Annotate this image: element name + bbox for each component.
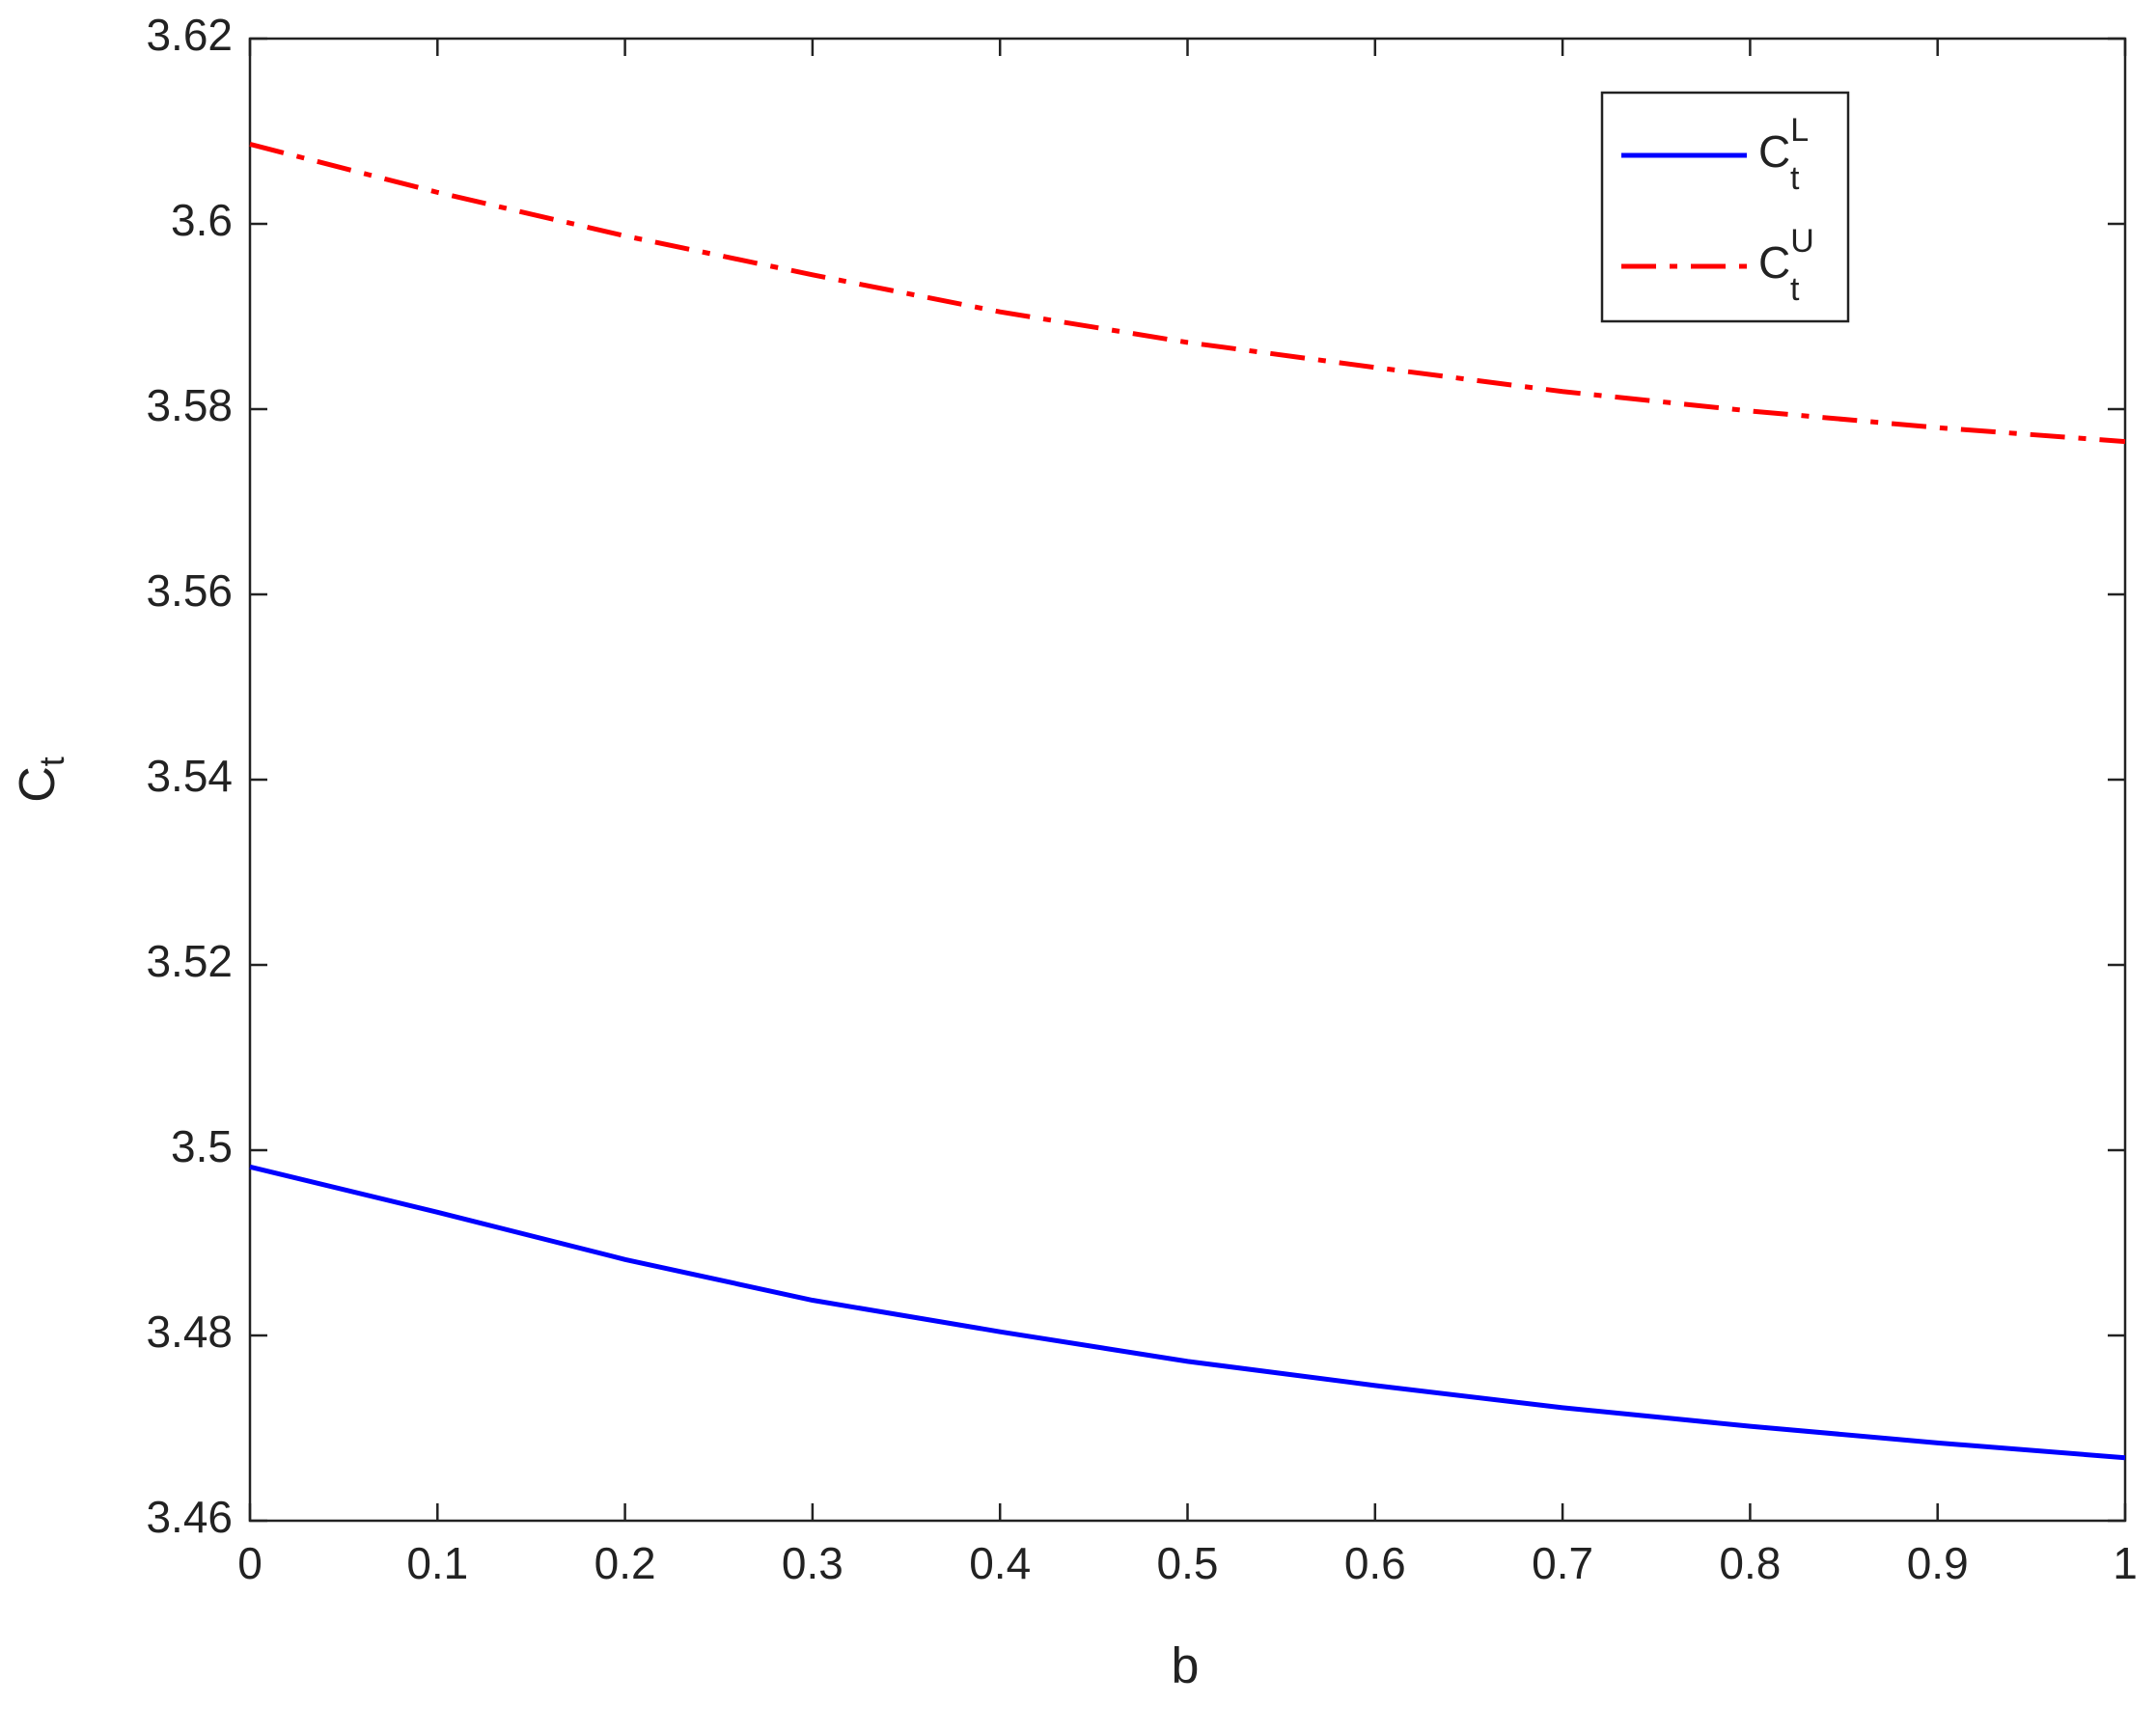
y-tick-label: 3.62 [146,10,233,60]
y-tick-label: 3.54 [146,751,233,801]
data-line [249,142,2126,445]
plot-frame [248,37,2127,1523]
x-tick-label: 0.2 [594,1538,656,1588]
x-tick-label: 0.4 [969,1538,1031,1588]
x-tick-label: 0.6 [1344,1538,1406,1588]
x-tick-label: 0.1 [406,1538,468,1588]
data-line [249,1164,2126,1461]
x-tick-label: 0.3 [782,1538,843,1588]
legend-subscript: t [1790,160,1800,197]
y-axis-label: Ct [10,756,71,803]
legend-box [1600,91,1850,323]
y-tick-label: 3.46 [146,1492,233,1542]
legend-superscript: L [1790,112,1809,149]
y-axis-label-sub: t [32,756,71,766]
legend-label: CL t [1758,112,1809,197]
y-tick-label: 3.5 [171,1121,233,1171]
legend-superscript: U [1790,223,1814,260]
legend-subscript: t [1790,271,1800,308]
y-tick-label: 3.52 [146,936,233,986]
y-axis-label-main: C [10,766,66,803]
x-tick-label: 0.8 [1719,1538,1781,1588]
legend-name: C [1758,126,1790,177]
x-tick-label: 0.7 [1532,1538,1593,1588]
legend-name: C [1758,237,1790,288]
x-axis-label: b [1172,1638,1200,1694]
y-tick-label: 3.58 [146,380,233,430]
x-tick-label: 0.5 [1157,1538,1219,1588]
x-tick-label: 1 [2113,1538,2138,1588]
legend-label: CU t [1758,223,1814,308]
y-tick-label: 3.56 [146,565,233,616]
x-tick-label: 0 [237,1538,263,1588]
y-tick-label: 3.48 [146,1307,233,1357]
x-tick-label: 0.9 [1907,1538,1969,1588]
y-tick-label: 3.6 [171,195,233,245]
